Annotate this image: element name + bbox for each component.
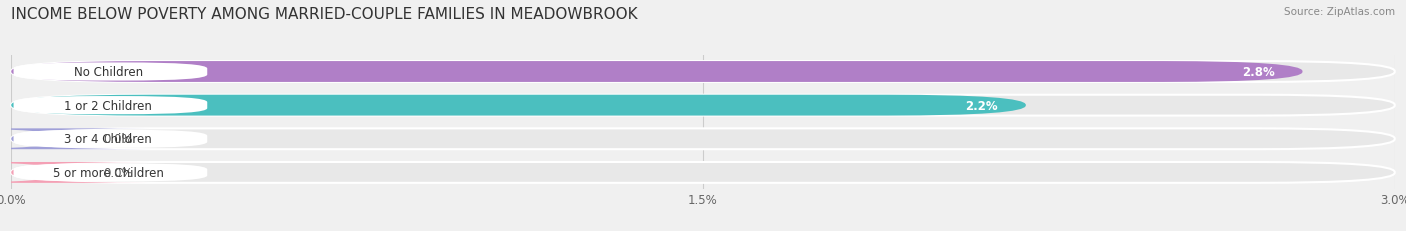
Text: INCOME BELOW POVERTY AMONG MARRIED-COUPLE FAMILIES IN MEADOWBROOK: INCOME BELOW POVERTY AMONG MARRIED-COUPL… (11, 7, 638, 22)
Text: 3 or 4 Children: 3 or 4 Children (65, 133, 152, 146)
Text: 5 or more Children: 5 or more Children (52, 166, 163, 179)
FancyBboxPatch shape (0, 129, 149, 149)
FancyBboxPatch shape (11, 162, 1395, 183)
FancyBboxPatch shape (11, 62, 1302, 82)
Text: 2.8%: 2.8% (1241, 66, 1275, 79)
Text: 0.0%: 0.0% (104, 133, 134, 146)
FancyBboxPatch shape (14, 164, 207, 182)
FancyBboxPatch shape (0, 162, 149, 183)
Text: 1 or 2 Children: 1 or 2 Children (65, 99, 152, 112)
FancyBboxPatch shape (11, 95, 1026, 116)
FancyBboxPatch shape (14, 97, 207, 115)
Text: Source: ZipAtlas.com: Source: ZipAtlas.com (1284, 7, 1395, 17)
Text: 0.0%: 0.0% (104, 166, 134, 179)
FancyBboxPatch shape (11, 95, 1395, 116)
Text: No Children: No Children (73, 66, 142, 79)
FancyBboxPatch shape (11, 62, 1395, 82)
FancyBboxPatch shape (14, 130, 207, 148)
Text: 2.2%: 2.2% (966, 99, 998, 112)
FancyBboxPatch shape (11, 129, 1395, 149)
FancyBboxPatch shape (14, 63, 207, 81)
